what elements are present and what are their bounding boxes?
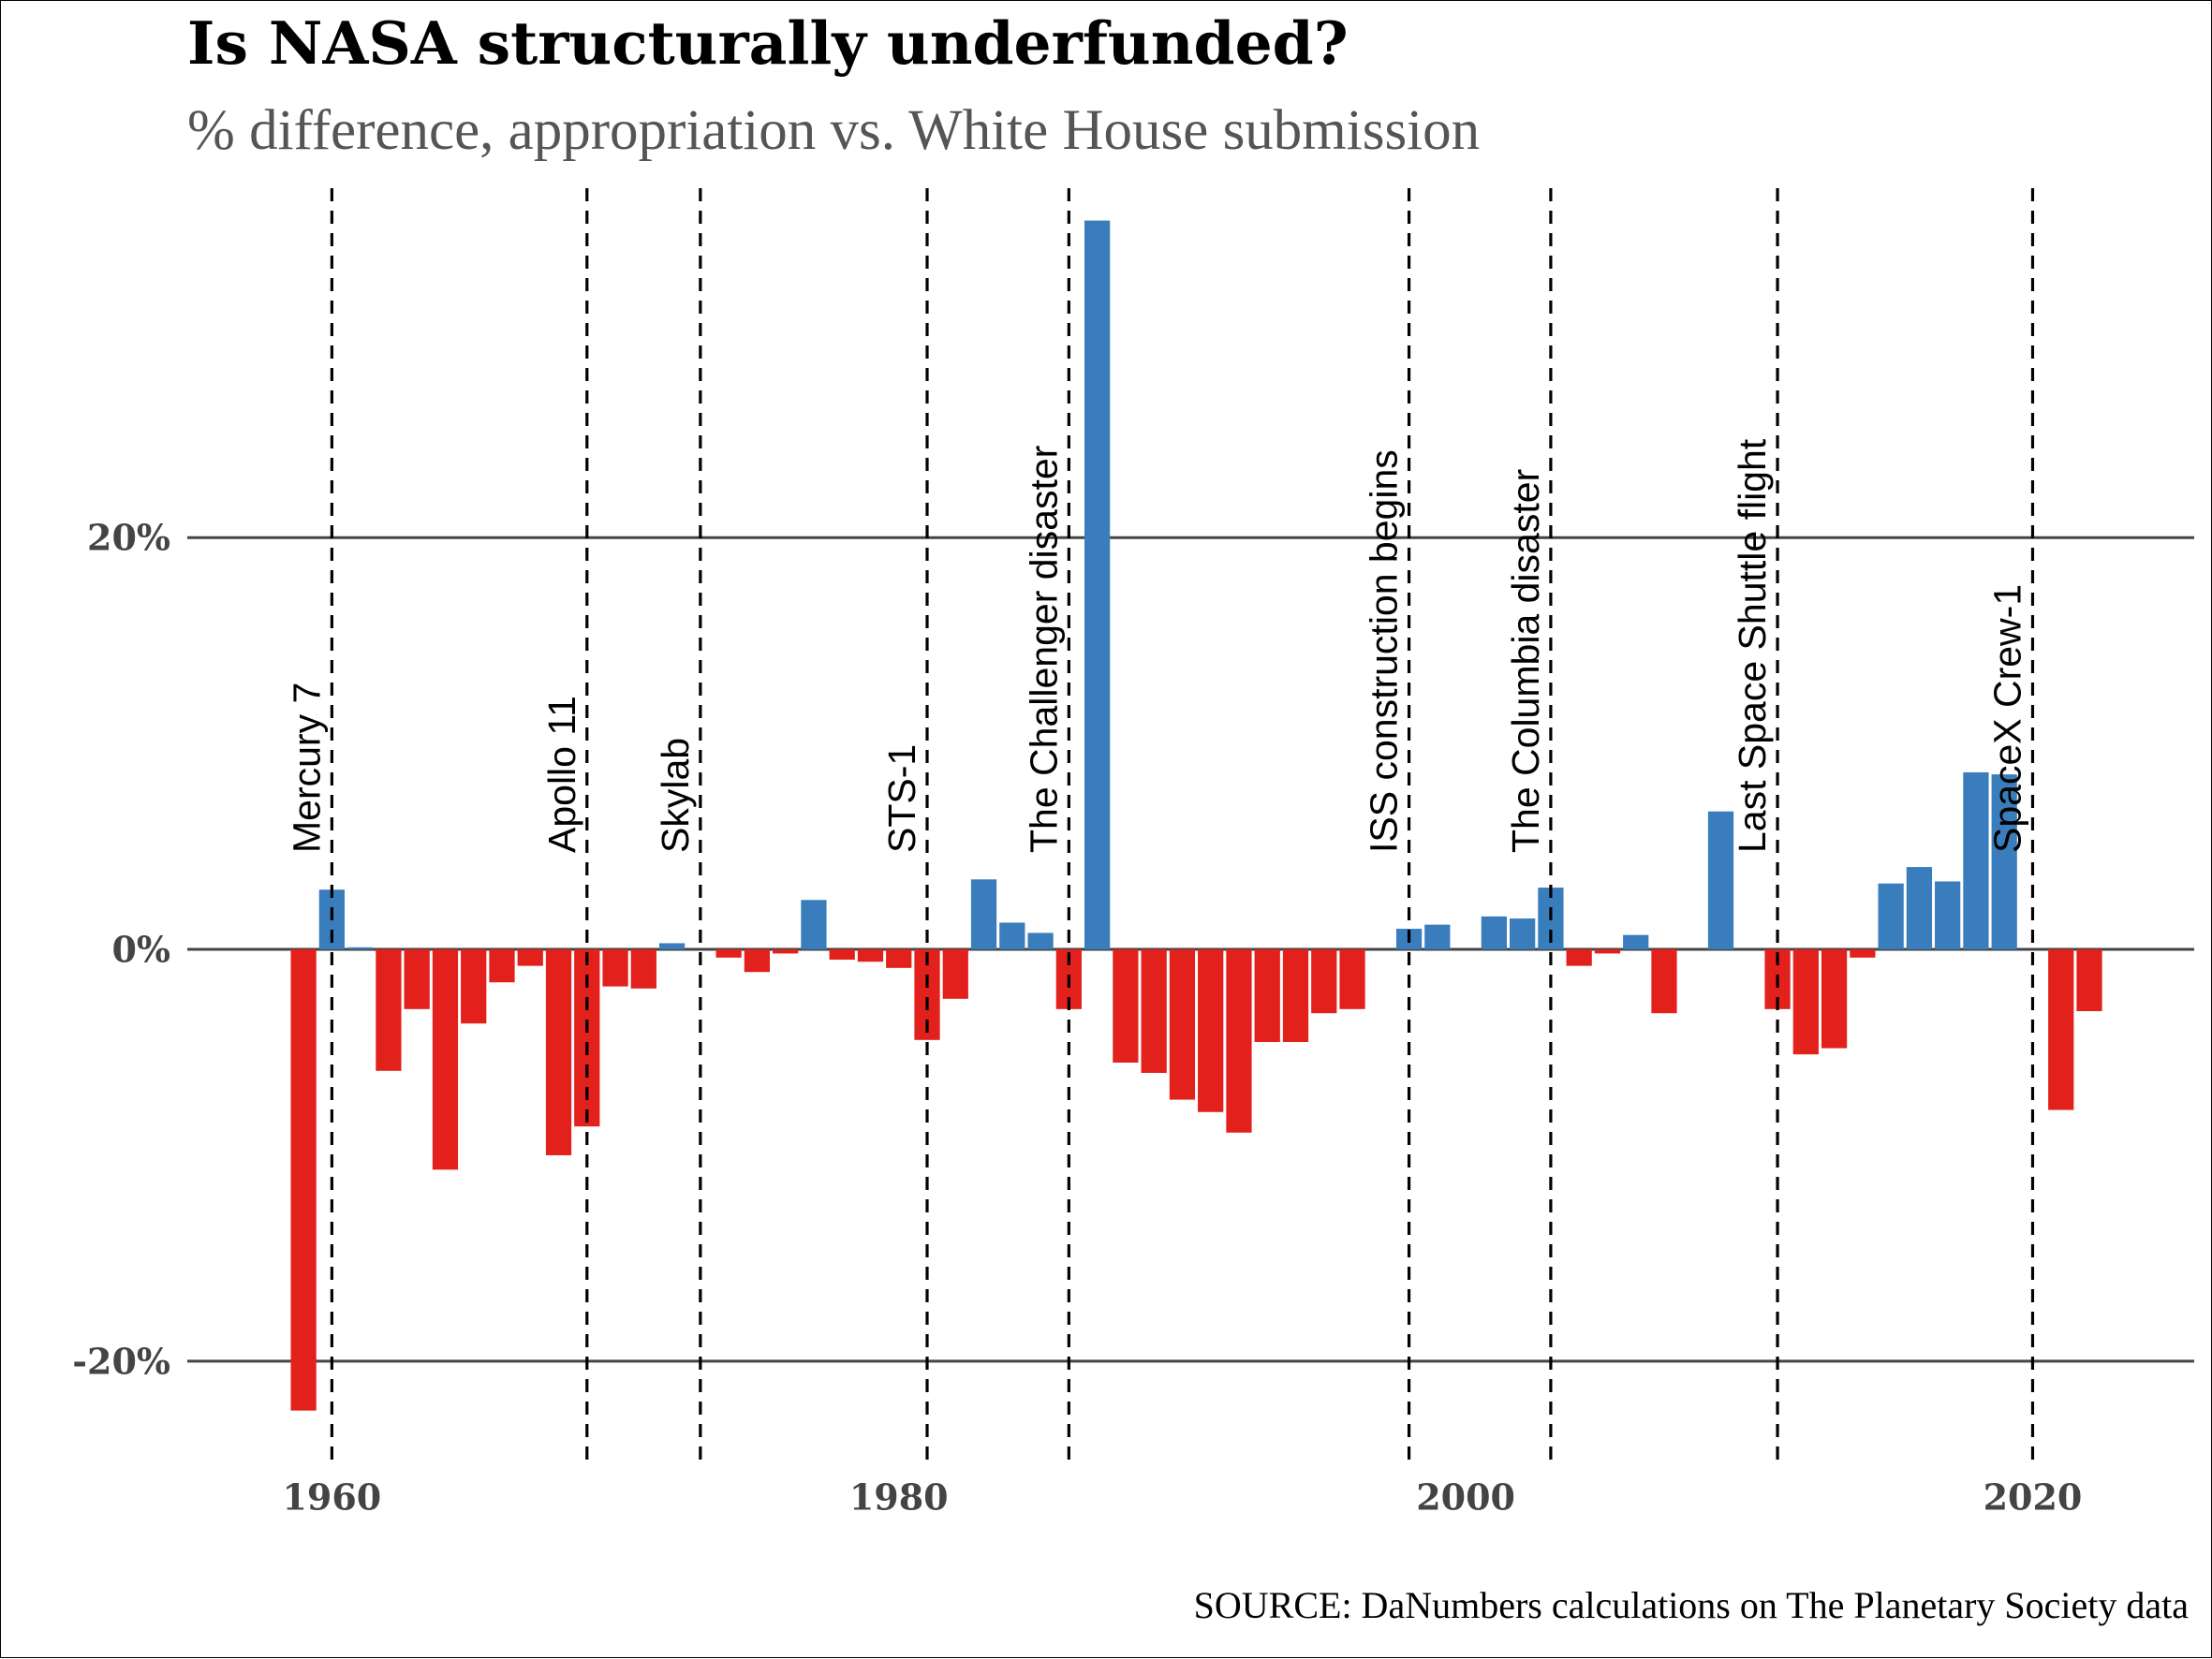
bar-1987	[1084, 220, 1111, 950]
bar-1976	[773, 949, 799, 954]
bar-2004	[1566, 949, 1592, 966]
chart-title: Is NASA structurally underfunded?	[187, 8, 1349, 78]
x-tick-label-2020: 2020	[1983, 1476, 2083, 1519]
bar-1996	[1339, 949, 1365, 1009]
bar-2015	[1878, 883, 1904, 950]
bar-1983	[970, 879, 997, 950]
bar-1999	[1424, 924, 1451, 950]
event-lines	[330, 188, 2035, 1466]
y-tick-label-20: -20%	[72, 1340, 170, 1382]
bar-2002	[1510, 918, 1536, 950]
bar-1964	[432, 949, 459, 1170]
bar-2001	[1481, 916, 1507, 950]
bar-2021	[2048, 949, 2074, 1110]
bar-2014	[1850, 949, 1876, 958]
chart-subtitle: % difference, appropriation vs. White Ho…	[187, 99, 1481, 162]
event-label-apollo-11: Apollo 11	[540, 696, 583, 853]
bar-2012	[1792, 949, 1819, 1055]
bar-1961	[347, 947, 374, 950]
bar-2018	[1963, 771, 1989, 950]
y-tick-label-20: 20%	[87, 517, 170, 559]
bar-1991	[1198, 949, 1224, 1112]
bars	[290, 220, 2102, 1411]
bar-1965	[461, 949, 487, 1024]
bar-1979	[857, 949, 884, 962]
bar-2013	[1821, 949, 1848, 1049]
bar-2009	[1707, 811, 1734, 950]
bar-1982	[942, 949, 968, 999]
x-tick-label-2000: 2000	[1416, 1476, 1515, 1519]
event-label-mercury-7: Mercury 7	[285, 683, 328, 853]
bar-1966	[489, 949, 515, 983]
bar-1995	[1311, 949, 1337, 1014]
bar-1963	[404, 949, 430, 1009]
bar-1972	[658, 943, 686, 950]
bar-1967	[517, 949, 543, 966]
event-labels: Mercury 7 Apollo 11 Skylab STS-1 The Challen…	[285, 438, 2028, 853]
bar-1974	[715, 949, 742, 958]
y-tick-label-0: 0%	[111, 929, 170, 971]
bar-1971	[630, 949, 656, 989]
x-tick-label-1960: 1960	[282, 1476, 381, 1519]
chart-source-note: SOURCE: DaNumbers calculations on The Pl…	[1193, 1584, 2189, 1626]
bar-1978	[829, 949, 855, 961]
bar-1988	[1113, 949, 1139, 1063]
bar-1985	[1027, 932, 1054, 950]
event-label-iss-construction-begins: ISS construction begins	[1363, 449, 1406, 853]
bar-2007	[1651, 949, 1677, 1014]
y-axis-ticks: 20% 0% -20%	[72, 517, 170, 1383]
event-label-sts-1: STS-1	[880, 744, 923, 853]
bar-2019	[1991, 774, 2017, 950]
bar-2022	[2076, 949, 2102, 1012]
bar-1970	[602, 949, 628, 987]
bar-1990	[1169, 949, 1196, 1100]
x-tick-label-1980: 1980	[849, 1476, 949, 1519]
bar-1989	[1141, 949, 1167, 1073]
bar-1959	[290, 949, 317, 1411]
bar-1977	[801, 900, 827, 950]
event-label-spacex-crew-1: SpaceX Crew-1	[1985, 584, 2028, 853]
bar-1994	[1282, 949, 1309, 1042]
bar-1962	[376, 949, 402, 1071]
x-axis-ticks: 1960 1980 2000 2020	[282, 1476, 2082, 1519]
event-label-the-challenger-disaster: The Challenger disaster	[1022, 446, 1065, 853]
bar-1975	[744, 949, 771, 973]
event-label-skylab: Skylab	[654, 738, 697, 853]
bar-1984	[999, 922, 1025, 950]
bar-2017	[1935, 881, 1961, 950]
event-label-last-space-shuttle-flight: Last Space Shuttle flight	[1731, 438, 1774, 853]
event-label-the-columbia-disaster: The Columbia disaster	[1504, 469, 1547, 853]
bar-2006	[1623, 934, 1649, 950]
bar-2016	[1906, 867, 1933, 950]
bar-2005	[1594, 949, 1621, 954]
bar-1992	[1226, 949, 1252, 1133]
bar-1968	[545, 949, 572, 1155]
bar-1993	[1254, 949, 1280, 1042]
bar-1980	[886, 949, 912, 968]
